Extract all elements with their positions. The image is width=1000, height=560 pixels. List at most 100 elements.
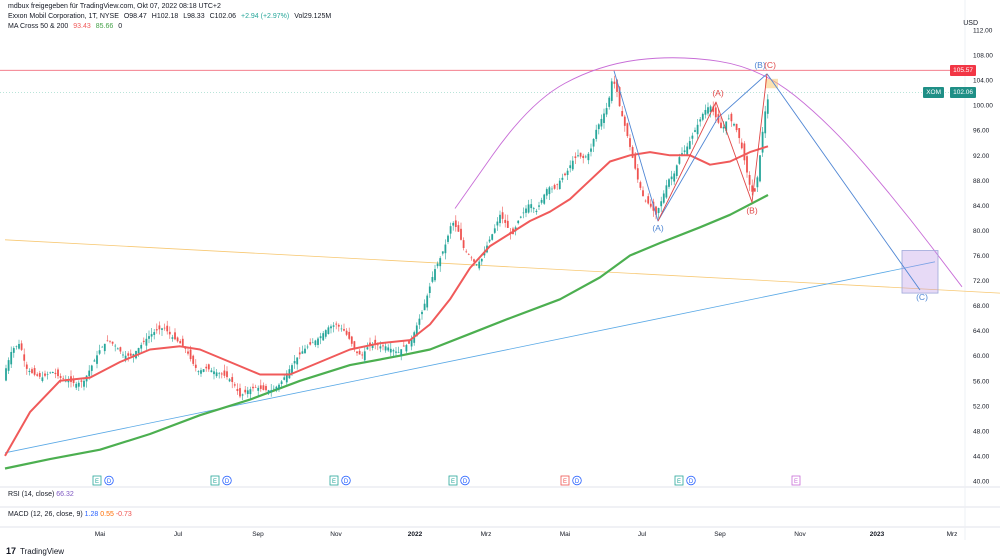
candle-body bbox=[327, 327, 330, 335]
candle-body bbox=[660, 201, 663, 207]
published-line: mdbux freigegeben für TradingView.com, O… bbox=[8, 3, 221, 10]
elliott-red-label: (C) bbox=[764, 60, 776, 70]
macd-value-3: -0.73 bbox=[115, 511, 132, 518]
candle-body bbox=[730, 113, 733, 122]
candle-body bbox=[727, 118, 730, 120]
candle-body bbox=[655, 206, 657, 215]
candle-body bbox=[574, 156, 577, 158]
candle-body bbox=[129, 353, 132, 356]
event-marker-letter: E bbox=[213, 479, 217, 485]
candle-body bbox=[210, 370, 213, 373]
candle-body bbox=[647, 196, 650, 204]
resistance-price-badge: 105.57 bbox=[950, 65, 976, 76]
candle-body bbox=[275, 386, 278, 390]
y-tick-label: 72.00 bbox=[973, 278, 990, 285]
candle-body bbox=[28, 370, 31, 372]
candle-body bbox=[233, 384, 236, 386]
candle-body bbox=[254, 387, 257, 388]
candle-body bbox=[535, 210, 538, 213]
candle-body bbox=[530, 204, 533, 209]
dividend-marker-icon bbox=[686, 475, 696, 486]
ohlc-low: L98.33 bbox=[183, 13, 205, 20]
symbol-name: Exxon Mobil Corporation, 1T, NYSE bbox=[8, 13, 119, 20]
candle-body bbox=[631, 147, 634, 158]
macd-value-2: 0.55 bbox=[100, 511, 114, 518]
ohlc-close: C102.06 bbox=[209, 13, 237, 20]
candle-body bbox=[746, 156, 748, 173]
candle-body bbox=[197, 371, 200, 373]
candle-body bbox=[709, 106, 712, 113]
candle-body bbox=[636, 168, 639, 180]
candle-body bbox=[369, 342, 371, 346]
candle-body bbox=[309, 342, 312, 345]
candle-body bbox=[410, 339, 413, 347]
candle-body bbox=[267, 390, 270, 393]
candle-body bbox=[444, 244, 447, 254]
candle-body bbox=[751, 185, 754, 192]
candle-body bbox=[7, 360, 10, 371]
candle-body bbox=[462, 240, 465, 248]
candle-body bbox=[127, 353, 130, 356]
candle-body bbox=[452, 222, 455, 226]
elliott-blue-label: (B) bbox=[754, 60, 766, 70]
tradingview-logo-icon: 17 bbox=[6, 546, 17, 556]
candle-body bbox=[756, 177, 759, 188]
candle-body bbox=[12, 348, 15, 353]
candle-body bbox=[314, 340, 317, 346]
candle-body bbox=[88, 370, 91, 377]
candle-body bbox=[397, 351, 400, 353]
candle-body bbox=[356, 351, 358, 354]
candle-body bbox=[629, 138, 631, 147]
candle-body bbox=[525, 208, 527, 213]
candle-body bbox=[36, 374, 39, 376]
candle-body bbox=[168, 331, 171, 335]
candle-body bbox=[649, 203, 652, 207]
dividend-marker-icon bbox=[104, 475, 114, 486]
ma-third-value: 0 bbox=[118, 23, 123, 30]
event-marker-letter: E bbox=[332, 479, 336, 485]
candle-body bbox=[283, 377, 286, 380]
candle-body bbox=[392, 350, 395, 352]
candle-body bbox=[493, 228, 496, 233]
candle-body bbox=[522, 212, 525, 214]
candle-body bbox=[358, 350, 361, 355]
ma-label: MA Cross 50 & 200 bbox=[8, 23, 69, 30]
y-tick-label: 48.00 bbox=[973, 428, 990, 435]
candle-body bbox=[551, 188, 553, 190]
candle-body bbox=[701, 113, 704, 120]
y-tick-label: 40.00 bbox=[973, 479, 990, 486]
candle-body bbox=[439, 258, 442, 267]
ohlc-high: H102.18 bbox=[151, 13, 179, 20]
candle-body bbox=[423, 303, 426, 311]
candle-body bbox=[361, 354, 364, 356]
candle-body bbox=[223, 370, 226, 376]
currency-label: USD bbox=[963, 20, 978, 27]
candle-body bbox=[350, 336, 353, 344]
earnings-marker-icon bbox=[560, 475, 570, 486]
candle-body bbox=[759, 155, 761, 182]
event-marker-letter: E bbox=[794, 479, 798, 485]
candle-body bbox=[571, 160, 574, 170]
earnings-marker-icon bbox=[448, 475, 458, 486]
candle-body bbox=[405, 345, 408, 352]
candle-body bbox=[720, 122, 722, 129]
candle-body bbox=[252, 386, 254, 389]
candle-body bbox=[415, 325, 418, 337]
candle-body bbox=[202, 369, 205, 372]
elliott-red-wave bbox=[657, 73, 768, 222]
y-tick-label: 80.00 bbox=[973, 228, 990, 235]
candle-body bbox=[231, 377, 234, 383]
tradingview-footer[interactable]: 17 TradingView bbox=[6, 546, 64, 556]
candle-body bbox=[148, 336, 150, 339]
candle-body bbox=[265, 386, 267, 391]
candle-body bbox=[441, 251, 444, 254]
event-marker-letter: D bbox=[689, 479, 694, 485]
y-tick-label: 88.00 bbox=[973, 178, 990, 185]
last-price-badge: 102.06 bbox=[950, 87, 976, 98]
candle-body bbox=[735, 123, 738, 131]
candle-body bbox=[743, 143, 746, 161]
candle-body bbox=[558, 180, 561, 190]
candle-body bbox=[259, 385, 262, 389]
candle-body bbox=[608, 97, 611, 107]
